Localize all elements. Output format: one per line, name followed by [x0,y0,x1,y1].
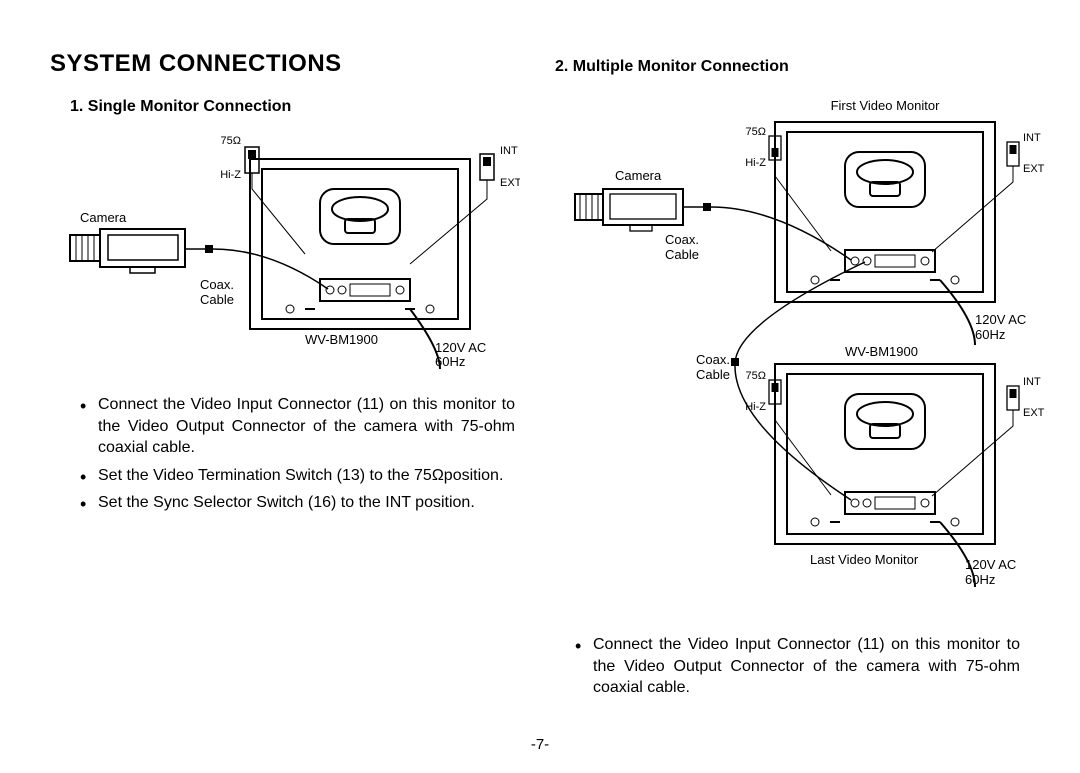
coax-2a: Coax. [696,352,730,367]
page-title: SYSTEM CONNECTIONS [50,50,525,78]
page-number: -7- [0,736,1080,753]
m2-power2: 60Hz [965,572,995,587]
m1-hiz: Hi-Z [745,157,766,169]
right-bullets: Connect the Video Input Connector (11) o… [555,634,1030,699]
coax-1a: Coax. [665,232,699,247]
switch-75ohm-label: 75Ω [221,135,241,147]
m2-int: INT [1023,376,1041,388]
multiple-monitor-diagram: First Video Monitor [555,94,1030,614]
left-column: SYSTEM CONNECTIONS 1. Single Monitor Con… [50,50,525,705]
m2-ext: EXT [1023,407,1045,419]
power-label-1: 120V AC [435,340,486,355]
single-monitor-diagram: 75Ω Hi-Z INT EXT [50,134,525,374]
first-monitor-label: First Video Monitor [831,98,941,113]
bullet: Set the Sync Selector Switch (16) to the… [80,492,515,514]
model-label: WV-BM1900 [305,332,378,347]
bullet: Connect the Video Input Connector (11) o… [80,394,515,459]
camera-label: Camera [615,168,662,183]
switch-hiz-label: Hi-Z [220,169,241,181]
m1-75ohm: 75Ω [746,126,766,138]
coax-2b: Cable [696,367,730,382]
m1-ext: EXT [1023,163,1045,175]
switch-ext-label: EXT [500,177,520,189]
coax-label-1: Coax. [200,277,234,292]
m2-hiz: Hi-Z [745,401,766,413]
section-2-heading: 2. Multiple Monitor Connection [555,58,1030,76]
camera-icon [70,229,185,273]
bullet: Connect the Video Input Connector (11) o… [575,634,1020,699]
section-1-heading: 1. Single Monitor Connection [70,98,525,116]
coax-label-2: Cable [200,292,234,307]
bullet: Set the Video Termination Switch (13) to… [80,465,515,487]
m1-power1: 120V AC [975,312,1026,327]
power-label-2: 60Hz [435,354,465,369]
switch-int-label: INT [500,145,518,157]
last-monitor-label: Last Video Monitor [810,552,919,567]
left-bullets: Connect the Video Input Connector (11) o… [50,394,525,514]
m2-power1: 120V AC [965,557,1016,572]
m1-int: INT [1023,132,1041,144]
camera-label: Camera [80,210,127,225]
m2-75ohm: 75Ω [746,370,766,382]
model-label-mid: WV-BM1900 [845,344,918,359]
camera-icon [575,189,683,231]
right-column: 2. Multiple Monitor Connection First Vid… [555,50,1030,705]
m1-power2: 60Hz [975,327,1005,342]
coax-1b: Cable [665,247,699,262]
